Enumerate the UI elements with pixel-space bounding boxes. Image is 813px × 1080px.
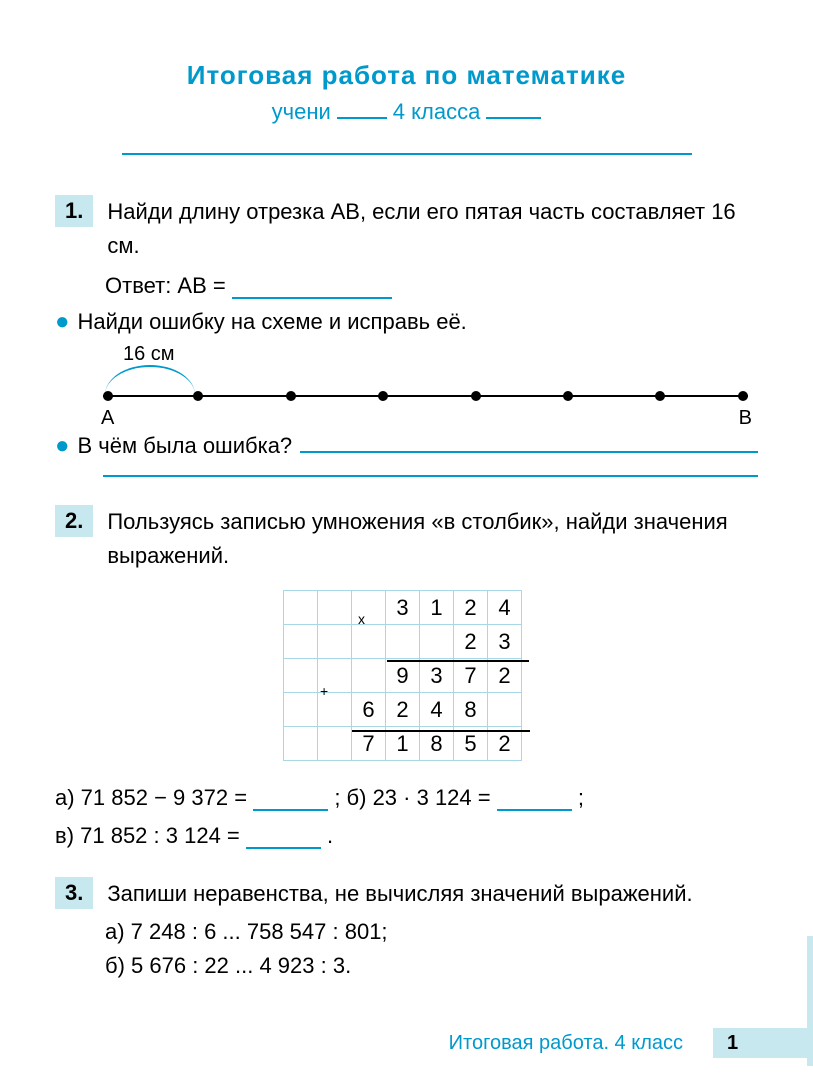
blank-class-letter[interactable] [486, 99, 541, 119]
cell: 4 [487, 590, 522, 625]
cell [351, 590, 386, 625]
footer-edge-tab [807, 936, 813, 1066]
nl-dot [103, 391, 113, 401]
expr-row-ab: а) 71 852 − 9 372 = ; б) 23 · 3 124 = ; [55, 785, 758, 811]
subtitle: учени 4 класса [55, 99, 758, 125]
cell: 2 [453, 624, 488, 659]
subtitle-prefix: учени [272, 99, 331, 125]
bullet-icon: ● [55, 310, 70, 334]
expr-a: а) 71 852 − 9 372 = [55, 785, 247, 810]
cell: 2 [385, 692, 420, 727]
blank-c[interactable] [246, 831, 321, 849]
cell [283, 692, 318, 727]
problem-1-sub1: ● Найди ошибку на схеме и исправь её. [55, 309, 758, 335]
nl-dot [286, 391, 296, 401]
cell: 3 [419, 658, 454, 693]
hline-1 [387, 660, 529, 662]
problem-1-num: 1. [55, 195, 93, 227]
problem-3-num: 3. [55, 877, 93, 909]
nl-dot [471, 391, 481, 401]
multiplication-grid: x + 3 1 2 4 2 3 [284, 591, 529, 761]
cell [487, 692, 522, 727]
cell: 2 [453, 590, 488, 625]
cell: 4 [419, 692, 454, 727]
problem-2-num: 2. [55, 505, 93, 537]
nl-dot [193, 391, 203, 401]
problem-1-sub2: ● В чём была ошибка? [55, 433, 758, 459]
cell [317, 726, 352, 761]
problem-2: 2. Пользуясь записью умножения «в столби… [55, 505, 758, 849]
name-line[interactable] [122, 153, 692, 155]
page-number: 1 [727, 1032, 738, 1055]
expr-b: ; б) 23 · 3 124 = [334, 785, 490, 810]
error-blank-line2[interactable] [103, 475, 758, 477]
number-line: А В [103, 385, 748, 415]
grid-row: 2 3 [284, 625, 529, 659]
expr-b-end: ; [578, 785, 584, 810]
cell [385, 624, 420, 659]
cell [283, 726, 318, 761]
cell [351, 658, 386, 693]
cell [351, 624, 386, 659]
cell: 3 [487, 624, 522, 659]
problem-1: 1. Найди длину отрезка АВ, если его пята… [55, 195, 758, 477]
mult-x-symbol: x [358, 611, 365, 627]
expr-c: в) 71 852 : 3 124 = [55, 823, 240, 848]
error-blank[interactable] [300, 435, 758, 453]
ineq-b: б) 5 676 : 22 ... 4 923 : 3. [105, 953, 758, 979]
problem-3-text: Запиши неравенства, не вычисляя значений… [107, 877, 758, 911]
blank-gender[interactable] [337, 99, 387, 119]
footer-page-box: 1 [713, 1028, 813, 1058]
problem-1-text: Найди длину отрезка АВ, если его пятая ч… [107, 195, 758, 263]
sub1-text: Найди ошибку на схеме и исправь её. [78, 309, 467, 335]
bullet-icon: ● [55, 434, 70, 458]
seg-16-label: 16 см [123, 343, 175, 366]
problem-3: 3. Запиши неравенства, не вычисляя значе… [55, 877, 758, 979]
cell [283, 624, 318, 659]
footer: Итоговая работа. 4 класс 1 [0, 1028, 813, 1058]
cell: 8 [453, 692, 488, 727]
grid-row: 3 1 2 4 [284, 591, 529, 625]
cell: 3 [385, 590, 420, 625]
nl-dot [378, 391, 388, 401]
cell [419, 624, 454, 659]
ineq-a: а) 7 248 : 6 ... 758 547 : 801; [105, 919, 758, 945]
cell: 1 [419, 590, 454, 625]
sub2-text: В чём была ошибка? [78, 433, 293, 459]
cell: 7 [453, 658, 488, 693]
blank-b[interactable] [497, 793, 572, 811]
expr-c-end: . [327, 823, 333, 848]
footer-text: Итоговая работа. 4 класс [449, 1032, 683, 1055]
grade-word: 4 класса [393, 99, 481, 125]
answer-label: Ответ: АВ = [105, 273, 226, 298]
cell: 6 [351, 692, 386, 727]
cell: 2 [487, 658, 522, 693]
problem-2-text: Пользуясь записью умножения «в столбик»,… [107, 505, 758, 573]
nl-dot [738, 391, 748, 401]
cell [283, 658, 318, 693]
problem-1-answer: Ответ: АВ = [55, 273, 758, 299]
cell: 9 [385, 658, 420, 693]
answer-blank-1[interactable] [232, 281, 392, 299]
cell [317, 624, 352, 659]
blank-a[interactable] [253, 793, 328, 811]
page-header: Итоговая работа по математике учени 4 кл… [55, 60, 758, 125]
title: Итоговая работа по математике [55, 60, 758, 91]
point-B: В [739, 407, 752, 430]
nl-dot [563, 391, 573, 401]
point-A: А [101, 407, 114, 430]
cell [283, 590, 318, 625]
grid-row: 7 1 8 5 2 [284, 727, 529, 761]
nl-dot [655, 391, 665, 401]
mult-plus-symbol: + [320, 683, 328, 699]
expr-row-c: в) 71 852 : 3 124 = . [55, 823, 758, 849]
segment-diagram: 16 см А В [103, 343, 758, 423]
cell [317, 590, 352, 625]
hline-2 [352, 730, 530, 732]
